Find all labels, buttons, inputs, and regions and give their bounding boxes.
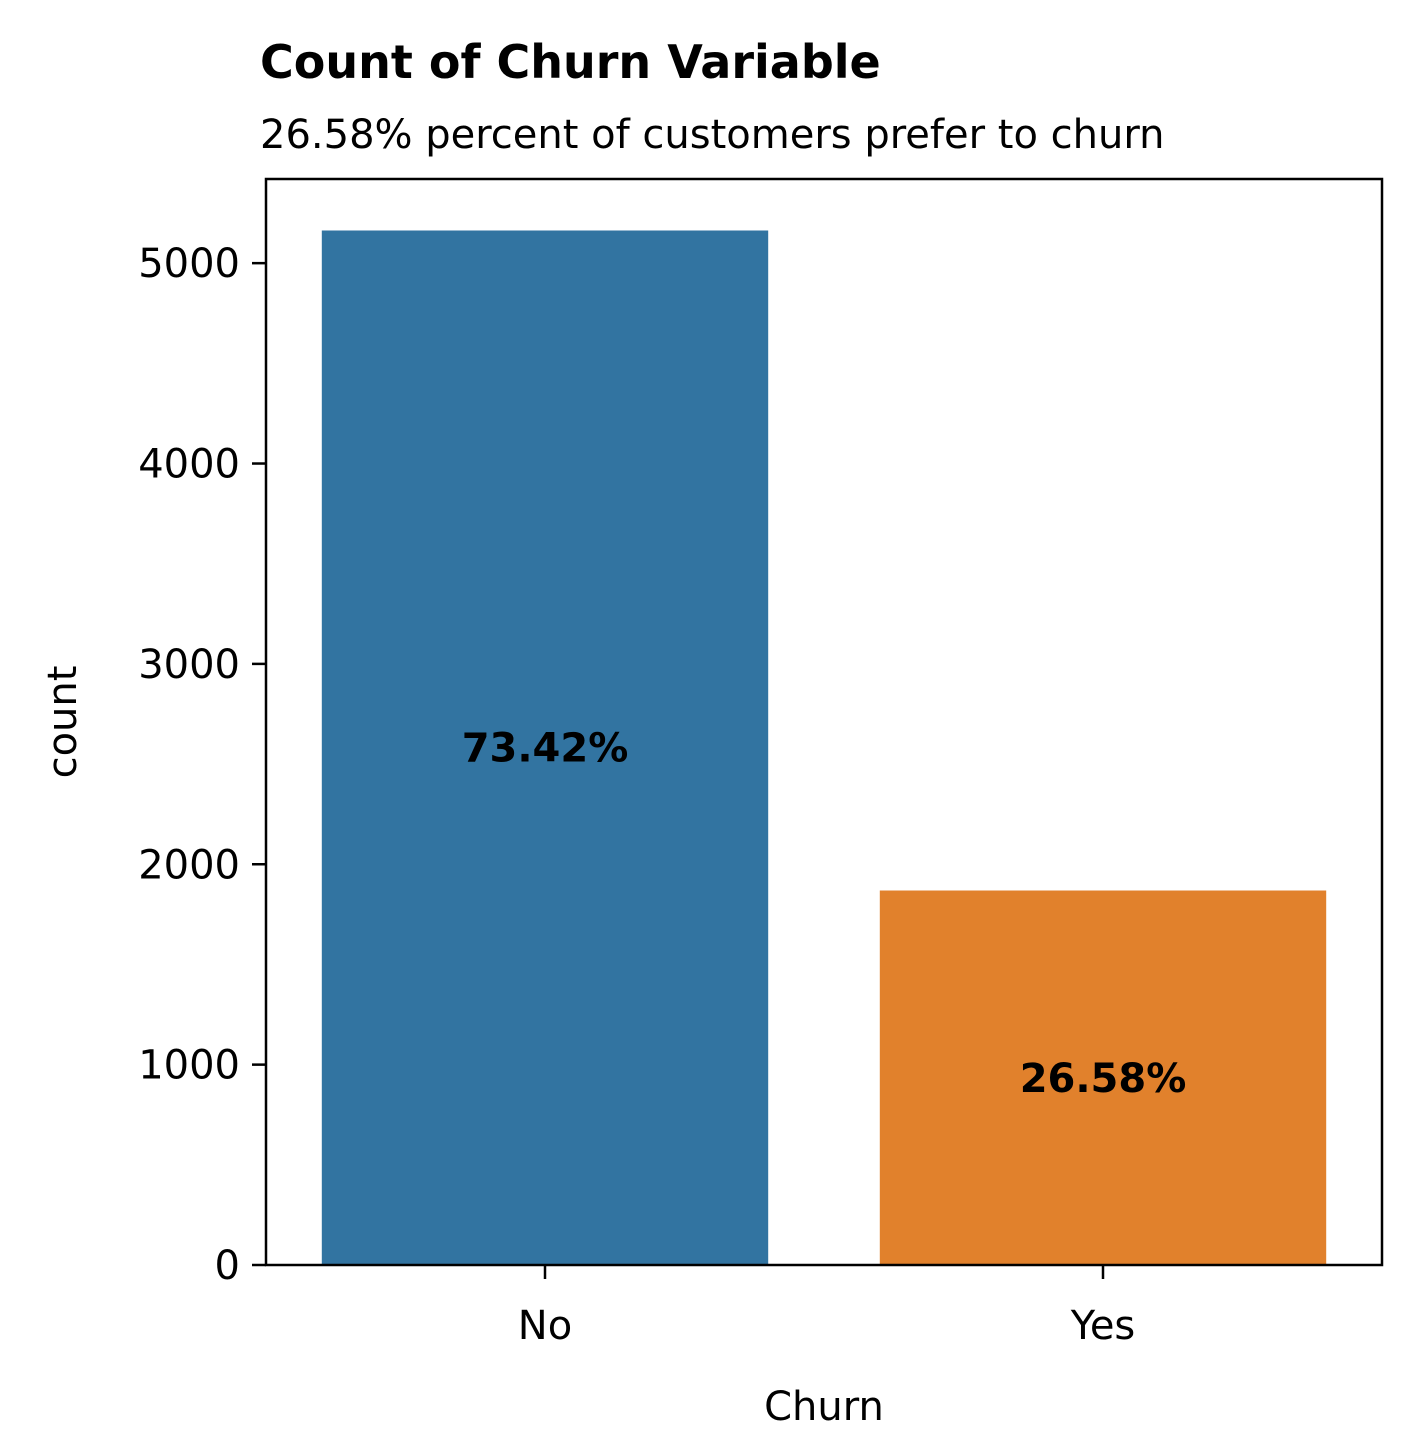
y-axis-label: count [40,666,86,779]
x-tick-label-no: No [518,1303,572,1349]
bar-label-yes: 26.58% [1020,1056,1187,1102]
plot-frame [264,177,1384,1267]
chart-subtitle: 26.58% percent of customers prefer to ch… [260,112,1164,158]
chart-title: Count of Churn Variable [260,35,881,89]
y-tick-label-4000: 4000 [138,442,240,488]
y-tick-label-2000: 2000 [138,842,240,888]
x-axis-label: Churn [764,1384,884,1430]
x-axis: No Yes [518,1265,1135,1349]
x-tick-label-yes: Yes [1070,1303,1136,1349]
y-tick-label-1000: 1000 [138,1043,240,1089]
y-tick-label-0: 0 [215,1243,240,1289]
bar-label-no: 73.42% [462,726,629,772]
y-tick-label-5000: 5000 [138,241,240,287]
bar-yes [879,890,1327,1265]
y-axis: 0 1000 2000 3000 4000 5000 [138,241,266,1289]
bar-labels-group: 73.42% 26.58% [462,726,1187,1102]
bars-group [321,230,1327,1265]
y-tick-label-3000: 3000 [138,642,240,688]
bar-no [321,230,769,1265]
